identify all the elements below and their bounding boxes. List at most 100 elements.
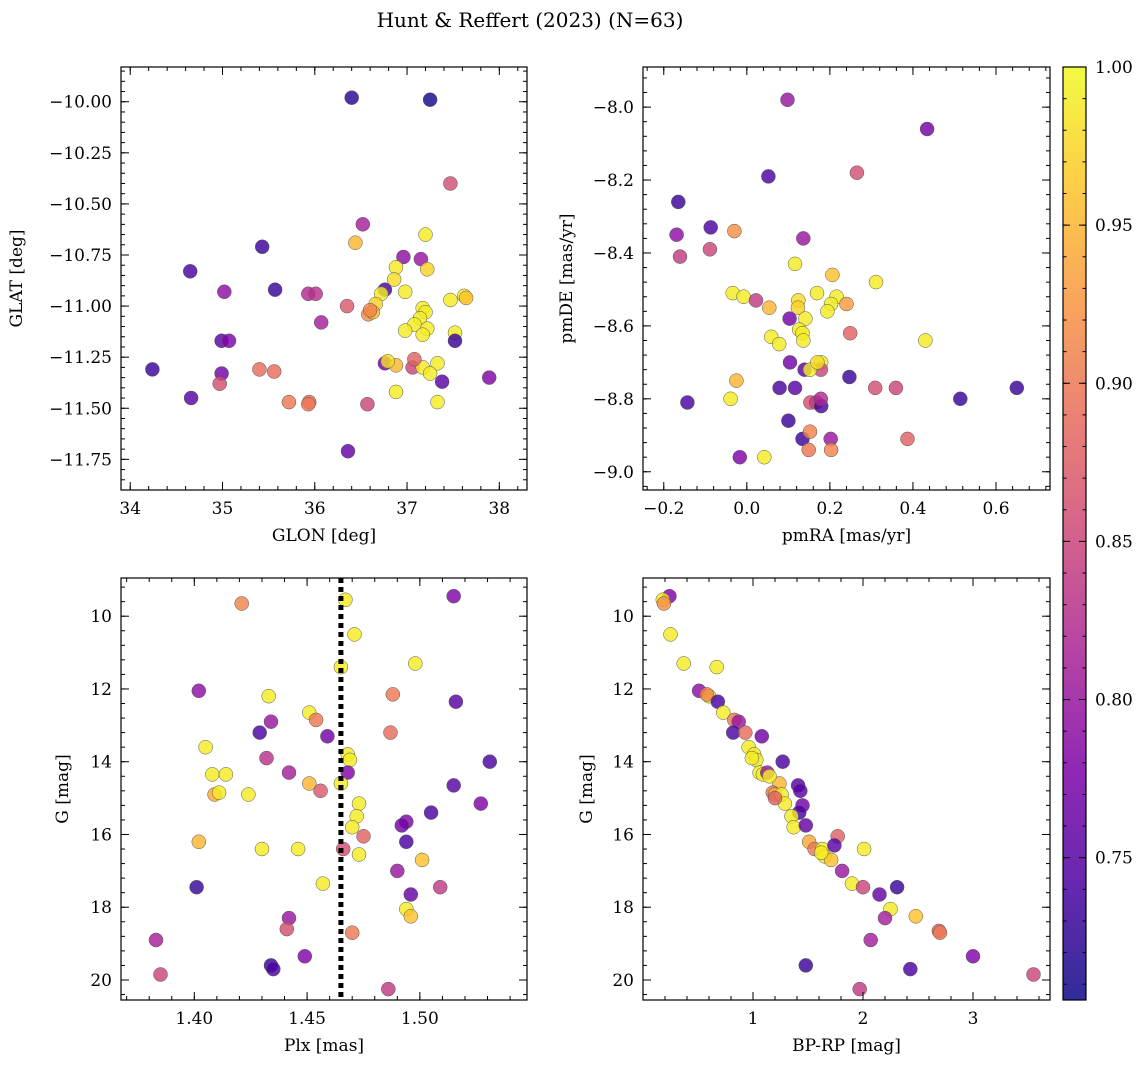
- scatter-point: [267, 282, 283, 297]
- scatter-point: [775, 754, 790, 769]
- y-tick-label: −10.00: [49, 93, 112, 113]
- scatter-point: [813, 845, 829, 860]
- scatter-point: [254, 239, 270, 255]
- scatter-point: [796, 231, 811, 246]
- scatter-point: [754, 729, 770, 744]
- scatter-point: [422, 366, 438, 381]
- scatter-points: [655, 588, 1041, 997]
- y-tick-label: −11.25: [49, 348, 112, 368]
- scatter-point: [397, 284, 413, 300]
- scatter-point: [355, 217, 371, 232]
- scatter-point: [182, 264, 198, 279]
- colorbar-tick-label: 0.75: [1095, 849, 1133, 869]
- scatter-point: [834, 863, 850, 879]
- y-axis-label: G [mag]: [577, 754, 597, 823]
- scatter-point: [809, 285, 825, 301]
- scatter-point: [423, 805, 439, 820]
- scatter-points: [148, 588, 498, 997]
- scatter-point: [903, 961, 918, 977]
- scatter-point: [290, 841, 306, 857]
- x-tick-label: 35: [212, 499, 234, 519]
- scatter-point: [344, 90, 359, 105]
- y-tick-label: −8.2: [593, 171, 634, 191]
- y-tick-label: 12: [612, 680, 634, 700]
- scatter-point: [908, 909, 924, 924]
- scatter-point: [723, 391, 738, 407]
- scatter-point: [699, 687, 715, 702]
- scatter-point: [1009, 380, 1025, 396]
- scatter-point: [356, 829, 371, 844]
- scatter-point: [787, 380, 803, 396]
- scatter-point: [266, 961, 281, 977]
- colorbar-tick-label: 0.80: [1095, 691, 1133, 711]
- y-tick-label: 10: [90, 607, 112, 627]
- scatter-point: [447, 333, 463, 349]
- y-tick-label: 12: [90, 680, 112, 700]
- scatter-point: [918, 333, 933, 348]
- scatter-point: [218, 767, 234, 782]
- scatter-point: [415, 327, 430, 342]
- x-tick-label: 1.45: [288, 1009, 326, 1029]
- scatter-point: [748, 293, 764, 308]
- figure-title: Hunt & Reffert (2023) (N=63): [377, 8, 684, 32]
- scatter-point: [348, 235, 363, 250]
- x-tick-label: 37: [396, 499, 418, 519]
- scatter-point: [397, 323, 413, 338]
- scatter-point: [842, 325, 858, 341]
- scatter-point: [388, 384, 404, 400]
- scatter-point: [782, 355, 798, 370]
- scatter-point: [261, 688, 276, 704]
- scatter-point: [852, 981, 867, 997]
- scatter-point: [771, 336, 787, 352]
- colorbar-tick-label: 0.95: [1095, 216, 1133, 236]
- scatter-point: [790, 300, 806, 315]
- scatter-point: [205, 767, 220, 782]
- scatter-point: [434, 374, 450, 389]
- y-tick-label: 20: [612, 971, 634, 991]
- scatter-point: [781, 413, 796, 428]
- scatter-point: [403, 909, 419, 924]
- scatter-point: [827, 838, 842, 853]
- scatter-point: [191, 683, 207, 699]
- y-tick-label: −10.25: [49, 144, 112, 164]
- y-tick-label: 16: [612, 825, 634, 845]
- scatter-point: [823, 442, 839, 458]
- scatter-point: [320, 729, 335, 744]
- scatter-point: [443, 176, 458, 191]
- scatter-point: [254, 841, 270, 857]
- scatter-point: [252, 362, 267, 377]
- scatter-point: [360, 396, 375, 412]
- scatter-point: [394, 818, 410, 833]
- scatter-point: [801, 442, 816, 458]
- scatter-point: [872, 887, 887, 902]
- scatter-point: [481, 370, 497, 385]
- panel-glon-glat: 34 35 36 37 38 −10.00 −10.25 −10.50 −10.75 −11.00…: [7, 66, 528, 546]
- scatter-point: [867, 380, 883, 396]
- scatter-point: [212, 376, 227, 391]
- scatter-point: [786, 819, 801, 835]
- y-tick-label: 20: [90, 971, 112, 991]
- x-tick-label: 1.50: [401, 1009, 439, 1029]
- scatter-point: [868, 274, 884, 290]
- y-tick-label: 18: [612, 898, 634, 918]
- colorbar-tick-label: 0.85: [1095, 532, 1133, 552]
- scatter-point: [422, 92, 438, 107]
- scatter-point: [281, 394, 297, 410]
- scatter-point: [388, 260, 404, 275]
- scatter-point: [680, 395, 695, 410]
- scatter-point: [732, 449, 748, 465]
- scatter-point: [183, 390, 199, 406]
- scatter-point: [856, 841, 872, 857]
- x-tick-label: 36: [304, 499, 326, 519]
- scatter-point: [762, 769, 777, 784]
- x-tick-label: −0.2: [643, 499, 684, 519]
- scatter-point: [458, 290, 474, 306]
- scatter-point: [407, 351, 422, 367]
- scatter-point: [145, 362, 160, 377]
- scatter-point: [482, 754, 498, 769]
- scatter-point: [825, 267, 840, 283]
- y-tick-label: −8.0: [593, 98, 634, 118]
- scatter-point: [669, 227, 684, 242]
- y-axis-label: pmDE [mas/yr]: [557, 213, 577, 343]
